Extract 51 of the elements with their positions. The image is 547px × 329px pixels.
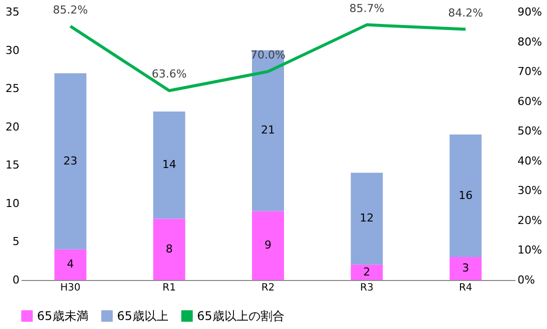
data-label: 2 <box>363 265 370 278</box>
y2-tick-label: 80% <box>518 35 542 48</box>
y2-tick-label: 50% <box>518 124 542 138</box>
y-tick-label: 15 <box>6 158 20 172</box>
y-tick-label: 35 <box>6 6 20 18</box>
bar <box>450 257 482 280</box>
x-tick-label: R4 <box>458 282 472 294</box>
bar <box>153 218 186 280</box>
data-label: 9 <box>264 238 272 252</box>
legend-label: 65歳以上 <box>117 309 168 323</box>
data-label: 4 <box>66 258 74 271</box>
bar <box>54 249 86 280</box>
x-tick-label: R1 <box>162 282 176 294</box>
line-series <box>68 23 468 92</box>
y-tick-label: 0 <box>12 274 20 286</box>
data-label: 21 <box>261 124 275 137</box>
bar <box>252 50 284 212</box>
legend-label: 65歳未満 <box>37 309 88 323</box>
data-label: 84.2% <box>448 6 484 20</box>
bar <box>350 264 383 280</box>
legend-label: 65歳以上の割合 <box>197 309 284 323</box>
y-tick-label: 20 <box>6 120 20 134</box>
data-label: 14 <box>162 158 176 172</box>
data-label: 3 <box>462 262 470 275</box>
y-tick-label: 10 <box>6 196 20 210</box>
bar <box>252 211 284 280</box>
data-label: 85.2% <box>52 3 88 16</box>
y2-tick-label: 0% <box>518 274 535 286</box>
data-label: 12 <box>360 212 374 225</box>
y-tick-label: 30 <box>6 44 20 57</box>
y2-tick-label: 90% <box>518 6 542 18</box>
x-tick-label: R3 <box>360 282 374 294</box>
y2-tick-label: 40% <box>518 154 542 168</box>
y2-tick-label: 30% <box>518 184 542 198</box>
y-tick-label: 5 <box>12 235 20 248</box>
y-tick-label: 25 <box>6 82 20 96</box>
bar <box>153 112 186 219</box>
y2-tick-label: 20% <box>518 214 542 227</box>
data-label: 8 <box>166 242 173 256</box>
x-tick-label: H30 <box>60 282 81 294</box>
data-label: 85.7% <box>349 2 384 15</box>
bar <box>54 73 86 250</box>
data-label: 63.6% <box>152 68 187 81</box>
y2-tick-label: 10% <box>518 244 542 257</box>
x-tick-label: R2 <box>261 282 275 294</box>
bar <box>450 134 482 258</box>
y2-tick-label: 70% <box>518 65 542 78</box>
data-label: 16 <box>458 188 473 202</box>
data-label: 23 <box>63 154 78 168</box>
y2-tick-label: 60% <box>518 94 542 108</box>
bar <box>350 172 383 265</box>
